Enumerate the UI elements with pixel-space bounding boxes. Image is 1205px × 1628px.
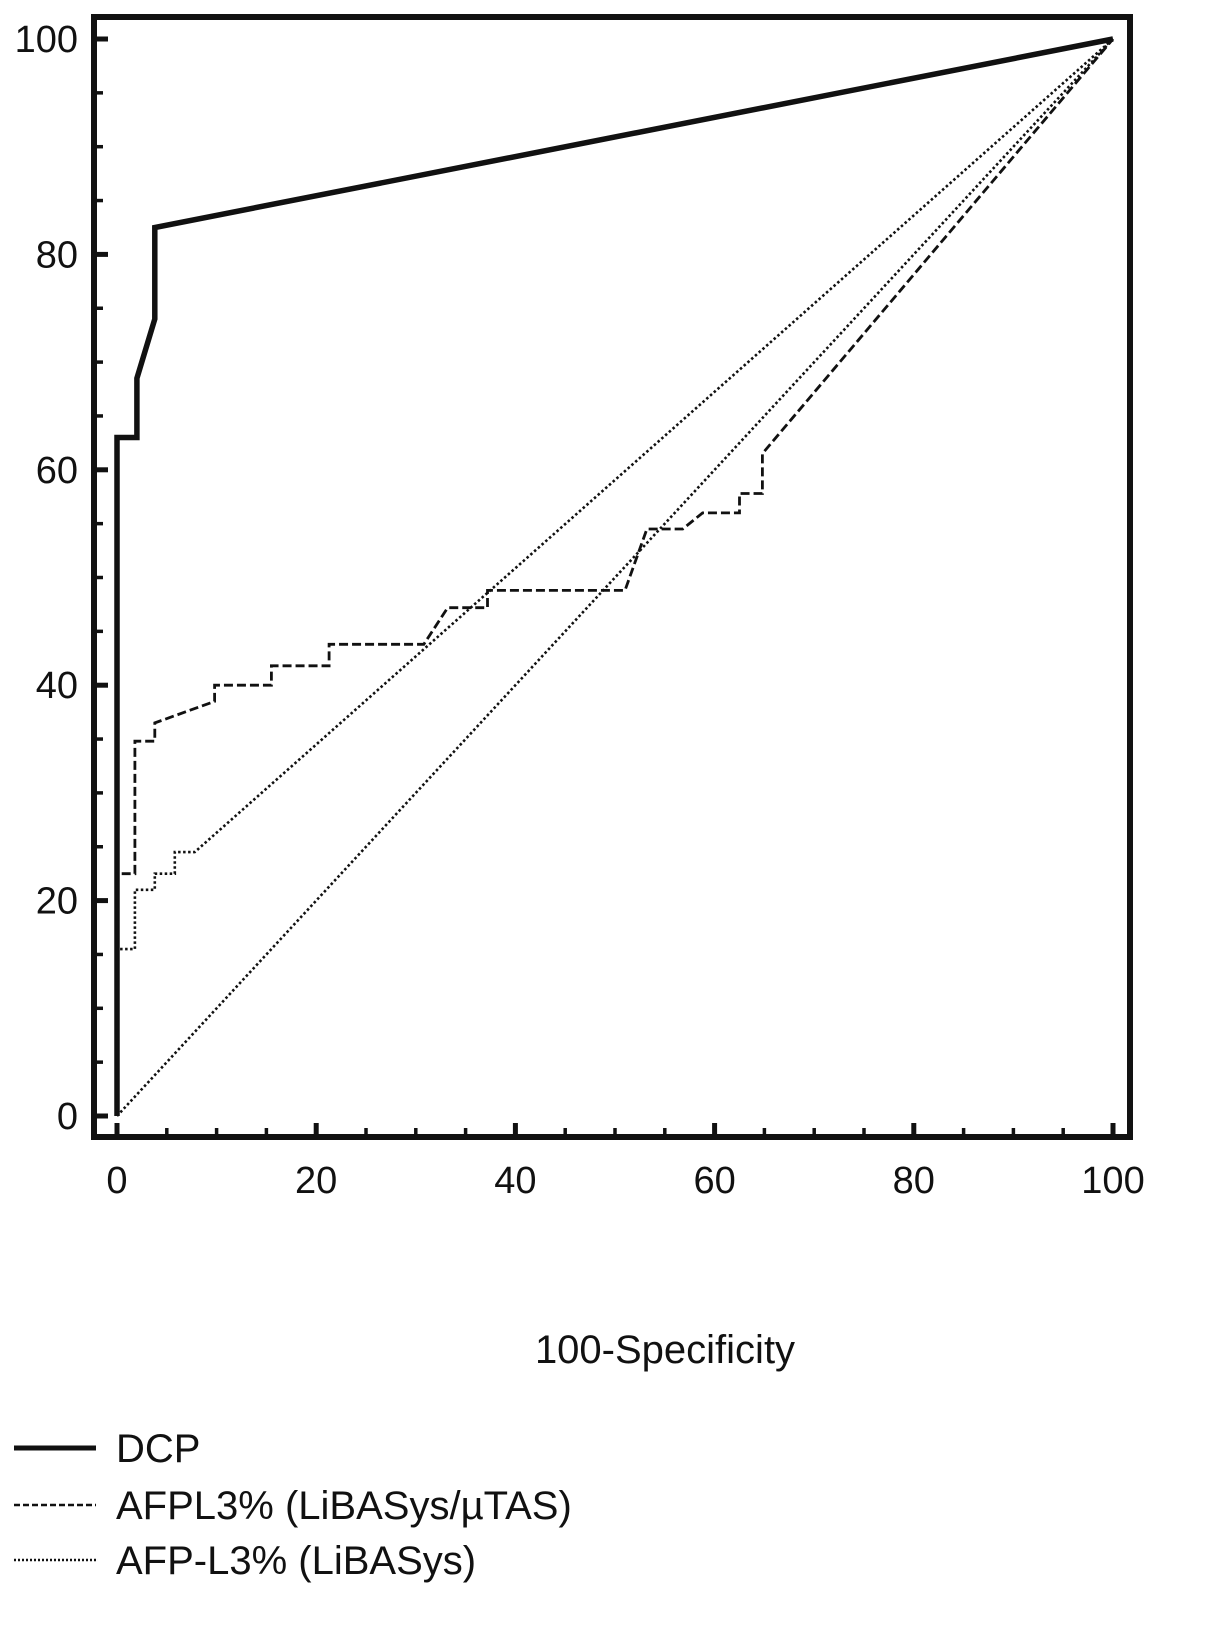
x-tick-label: 40 xyxy=(494,1160,536,1202)
x-tick-label: 80 xyxy=(893,1160,935,1202)
x-tick-label: 20 xyxy=(295,1160,337,1202)
ticks-group xyxy=(94,36,1116,1137)
y-tick-label: 80 xyxy=(36,234,78,276)
legend-entry-label: AFPL3% (LiBASys/µTAS) xyxy=(116,1484,572,1528)
y-tick-label: 100 xyxy=(15,19,78,61)
series-line-dcp xyxy=(114,36,1114,1116)
x-tick-label: 0 xyxy=(106,1160,127,1202)
x-tick-label: 100 xyxy=(1081,1160,1144,1202)
y-tick-label: 40 xyxy=(36,665,78,707)
series-line-afpl3-libasys-tas xyxy=(115,38,1115,1116)
plot-frame-group xyxy=(91,14,1133,1140)
legend-entry-label: AFP-L3% (LiBASys) xyxy=(116,1539,476,1583)
y-tick-label: 60 xyxy=(36,450,78,492)
legend: DCP AFPL3% (LiBASys/µTAS) AFP-L3% (LiBASys… xyxy=(14,1427,572,1583)
series-line-afp-l3-libasys xyxy=(115,38,1114,1116)
legend-entry-label: DCP xyxy=(116,1427,200,1471)
plot-frame xyxy=(91,14,1133,1140)
tick-labels-group: 0 20 40 60 80 100 0 20 40 60 80 100 xyxy=(15,19,1145,1202)
x-tick-label: 60 xyxy=(693,1160,735,1202)
series-group xyxy=(114,36,1115,1117)
y-tick-label: 20 xyxy=(36,881,78,923)
y-tick-label: 0 xyxy=(57,1096,78,1138)
series-line-reference-diagonal xyxy=(116,38,1114,1117)
x-axis-label: 100-Specificity xyxy=(535,1328,795,1372)
